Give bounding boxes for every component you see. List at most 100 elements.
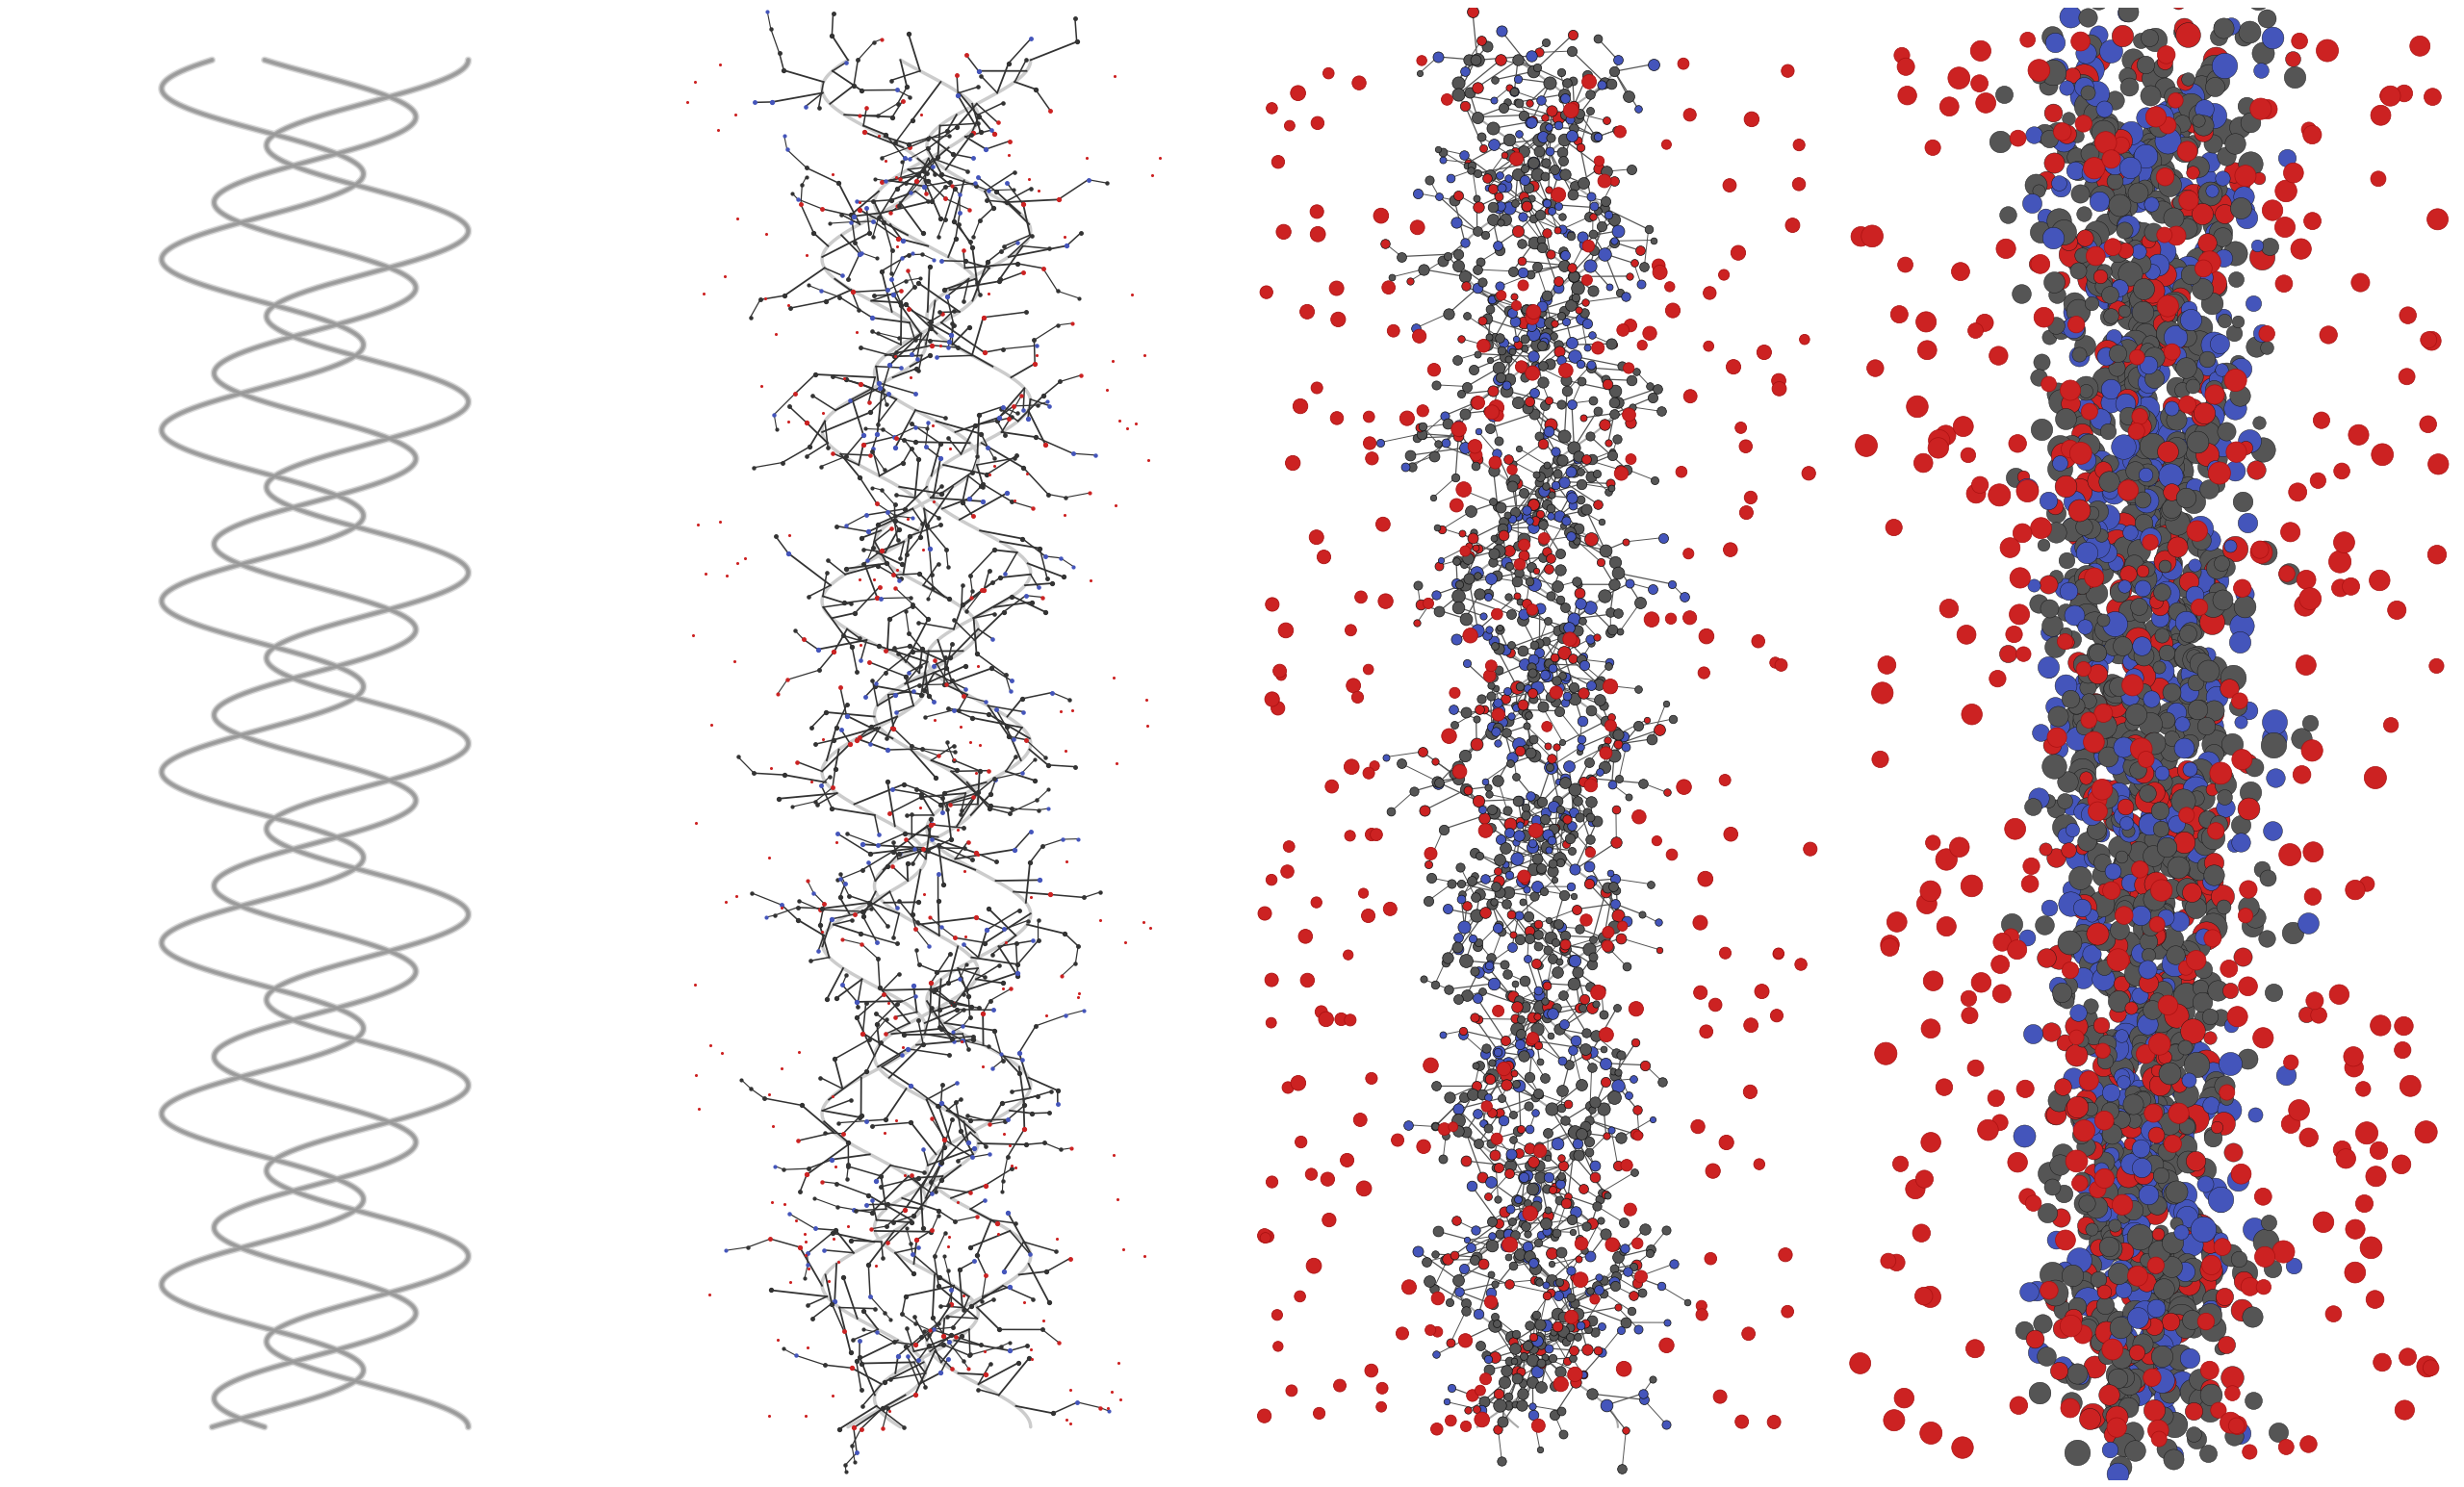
Point [2094, 170, 2134, 193]
Point [1597, 1041, 1636, 1065]
Point [2045, 1030, 2085, 1054]
Point [2124, 742, 2163, 766]
Point [1508, 714, 1547, 738]
Point [2203, 226, 2242, 250]
Point [2080, 1236, 2119, 1259]
Point [2028, 656, 2067, 680]
Point [707, 564, 747, 587]
Point [2141, 1334, 2181, 1358]
Point [1779, 172, 1818, 196]
Point [1456, 885, 1496, 909]
Point [2193, 404, 2232, 428]
Point [2154, 1182, 2193, 1206]
Point [1705, 769, 1745, 793]
Point [2227, 877, 2267, 901]
Point [1459, 961, 1498, 984]
Point [1345, 1176, 1385, 1200]
Point [1449, 48, 1488, 71]
Point [2136, 458, 2176, 482]
Point [1602, 1457, 1641, 1481]
Point [2097, 367, 2136, 391]
Point [1508, 1191, 1547, 1215]
Point [1331, 824, 1370, 848]
Point [1959, 71, 1998, 95]
Point [2028, 1344, 2067, 1368]
Point [1592, 617, 1631, 641]
Point [1513, 1395, 1552, 1419]
Point [1594, 1059, 1634, 1083]
Point [2168, 738, 2208, 761]
Point [2124, 1087, 2163, 1111]
Point [2225, 583, 2264, 607]
Point [1501, 674, 1540, 697]
Point [1493, 746, 1533, 770]
Point [2146, 43, 2186, 67]
Point [1486, 516, 1525, 540]
Point [1045, 226, 1084, 250]
Point [2097, 693, 2136, 717]
Point [1456, 1218, 1496, 1242]
Point [2242, 42, 2282, 65]
Point [991, 1133, 1030, 1157]
Point [1570, 82, 1609, 106]
Point [1542, 140, 1582, 164]
Point [2247, 97, 2287, 120]
Point [2134, 784, 2173, 807]
Point [2030, 1279, 2070, 1303]
Point [1646, 691, 1685, 715]
Point [2168, 813, 2208, 837]
Point [2131, 996, 2171, 1020]
Point [2062, 244, 2102, 268]
Point [1515, 1102, 1555, 1126]
Point [1589, 876, 1629, 900]
Point [2141, 1051, 2181, 1075]
Point [1094, 64, 1133, 88]
Point [2097, 532, 2136, 556]
Point [1429, 1248, 1469, 1271]
Point [1912, 1130, 1951, 1154]
Point [2131, 332, 2171, 355]
Point [2363, 1350, 2402, 1374]
Point [2163, 140, 2203, 164]
Point [1555, 174, 1594, 198]
Point [2028, 790, 2067, 813]
Point [2178, 248, 2218, 272]
Point [1434, 189, 1473, 213]
Point [1515, 1303, 1555, 1326]
Point [2161, 1246, 2200, 1270]
Point [2139, 595, 2178, 619]
Point [2168, 297, 2208, 321]
Point [2149, 1188, 2188, 1212]
Point [1390, 1276, 1429, 1300]
Point [1542, 205, 1582, 229]
Point [1508, 904, 1547, 928]
Point [2195, 897, 2235, 920]
Point [2294, 989, 2333, 1013]
Point [1538, 269, 1577, 293]
Point [2006, 1317, 2045, 1341]
Point [1572, 773, 1611, 797]
Point [2134, 1398, 2173, 1422]
Point [1757, 1004, 1796, 1028]
Point [2065, 85, 2104, 109]
Point [1456, 732, 1496, 755]
Point [2190, 1005, 2230, 1029]
Point [1525, 326, 1565, 349]
Point [1449, 80, 1488, 104]
Point [1382, 244, 1422, 268]
Point [2114, 619, 2154, 642]
Point [1488, 680, 1528, 703]
Point [2247, 321, 2287, 345]
Point [1520, 89, 1560, 113]
Point [2412, 1356, 2452, 1380]
Point [2287, 593, 2326, 617]
Point [1060, 981, 1099, 1005]
Point [1619, 804, 1658, 828]
Point [2102, 1056, 2141, 1080]
Point [2040, 451, 2080, 474]
Point [779, 1041, 818, 1065]
Point [1616, 1097, 1656, 1121]
Point [1631, 375, 1671, 399]
Point [2287, 568, 2326, 592]
Point [1570, 1279, 1609, 1303]
